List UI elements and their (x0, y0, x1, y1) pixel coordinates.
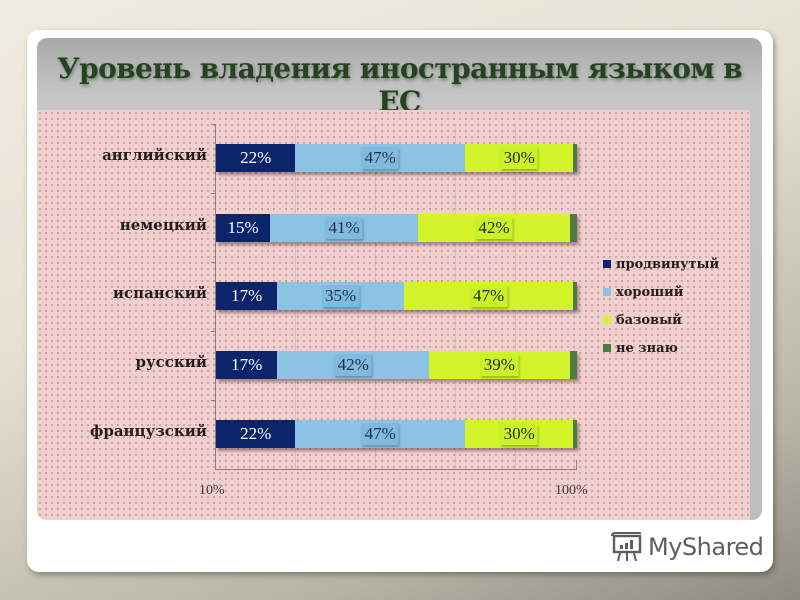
legend-swatch-icon (603, 344, 611, 352)
presentation-board-icon (611, 532, 642, 562)
data-label: 17% (231, 286, 263, 305)
data-label: 30% (500, 147, 538, 169)
data-label: 42% (475, 217, 513, 239)
legend-swatch-icon (603, 288, 611, 296)
legend-swatch-icon (603, 260, 611, 268)
x-tick-label: 10% (199, 483, 225, 498)
category-label: английский (102, 146, 207, 164)
data-label: 22% (240, 148, 272, 167)
data-label: 47% (361, 423, 399, 445)
slide-panel: Уровень владения иностранным языком в ЕС… (37, 38, 762, 520)
segment-advanced: 15% (216, 214, 271, 242)
chart-legend: продвинутый хороший базовый не знаю (603, 250, 719, 362)
data-label: 15% (227, 218, 259, 237)
segment-good: 47% (295, 420, 466, 448)
y-axis-tick (211, 331, 215, 332)
watermark-text: MyShared (648, 533, 764, 561)
segment-dont-know (573, 282, 577, 310)
legend-label: продвинутый (616, 256, 720, 272)
x-axis (215, 469, 576, 470)
segment-dont-know (573, 144, 577, 172)
data-label: 39% (480, 354, 518, 376)
category-label: французский (89, 422, 207, 440)
stacked-bar: 17% 42% 39% (216, 351, 577, 379)
segment-dont-know (569, 214, 577, 242)
legend-item-advanced: продвинутый (603, 250, 719, 278)
data-label: 22% (240, 424, 272, 443)
y-axis (215, 124, 216, 470)
data-label: 47% (361, 147, 399, 169)
segment-dont-know (573, 420, 577, 448)
x-tick-label: 100% (555, 483, 588, 498)
x-axis-tick (576, 460, 577, 470)
legend-item-dont-know: не знаю (603, 334, 719, 362)
segment-basic: 30% (465, 144, 574, 172)
segment-advanced: 17% (216, 282, 278, 310)
stacked-bar: 17% 35% 47% (216, 282, 577, 310)
category-label: немецкий (119, 216, 207, 234)
segment-good: 41% (270, 214, 419, 242)
data-label: 17% (231, 355, 263, 374)
segment-basic: 47% (403, 282, 574, 310)
y-axis-tick (211, 193, 215, 194)
segment-advanced: 22% (216, 144, 296, 172)
legend-label: хороший (616, 284, 684, 300)
legend-item-good: хороший (603, 278, 719, 306)
segment-basic: 42% (418, 214, 570, 242)
legend-swatch-icon (603, 316, 611, 324)
slide-title: Уровень владения иностранным языком в ЕС (56, 52, 743, 118)
y-axis-tick (211, 262, 215, 263)
data-label: 42% (334, 354, 372, 376)
y-axis-tick (211, 400, 215, 401)
legend-item-basic: базовый (603, 306, 719, 334)
slide-card: Уровень владения иностранным языком в ЕС… (27, 30, 773, 572)
legend-label: не знаю (616, 340, 678, 356)
segment-good: 35% (277, 282, 404, 310)
segment-good: 47% (295, 144, 466, 172)
category-label: русский (135, 353, 207, 371)
category-label: испанский (112, 284, 207, 302)
segment-basic: 30% (465, 420, 574, 448)
stacked-bar: 22% 47% 30% (216, 144, 577, 172)
y-axis-tick (211, 124, 215, 125)
segment-dont-know (569, 351, 577, 379)
segment-good: 42% (277, 351, 429, 379)
data-label: 41% (325, 217, 363, 239)
chart-plot-area: 10% 100% английский немецкий испанский р… (37, 110, 750, 520)
data-label: 35% (321, 285, 360, 307)
segment-advanced: 22% (216, 420, 296, 448)
stacked-bar: 22% 47% 30% (216, 420, 577, 448)
segment-advanced: 17% (216, 351, 278, 379)
data-label: 47% (469, 285, 508, 307)
segment-basic: 39% (428, 351, 570, 379)
data-label: 30% (500, 423, 538, 445)
legend-label: базовый (616, 312, 682, 328)
stacked-bar: 15% 41% 42% (216, 214, 577, 242)
myshared-watermark[interactable]: MyShared (610, 532, 764, 562)
